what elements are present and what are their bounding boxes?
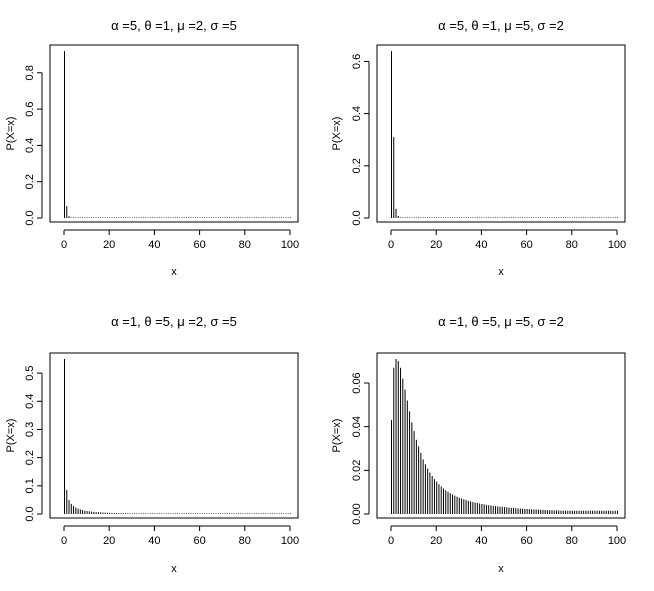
plot-frame	[376, 44, 626, 223]
y-tick-label: 0.8	[24, 65, 36, 80]
y-tick-label: 0.0	[24, 210, 36, 225]
y-tick-label: 0.0	[351, 210, 363, 225]
x-axis-label: x	[171, 266, 177, 278]
data-spikes	[391, 359, 618, 514]
x-tick-label: 20	[103, 535, 115, 547]
x-tick-label: 100	[608, 239, 626, 251]
y-tick-label: 0.2	[24, 174, 36, 189]
x-tick-label: 80	[239, 535, 251, 547]
x-axis-label: x	[498, 563, 504, 575]
x-tick-label: 40	[475, 239, 487, 251]
x-tick-label: 100	[281, 239, 299, 251]
y-tick-label: 0.5	[24, 365, 36, 380]
x-tick-label: 80	[566, 239, 578, 251]
chart-panel-3: α =1, θ =5, μ =2, σ =5 x P(X=x) 0 20 40 60 80 10…	[5, 314, 299, 575]
y-tick-label: 0.1	[24, 478, 36, 493]
x-tick-label: 40	[148, 239, 160, 251]
chart-panel-2: α =5, θ =1, μ =5, σ =2 x P(X=x) 0 20 40 60 80 10…	[331, 18, 626, 278]
chart-panel-4: α =1, θ =5, μ =5, σ =2 x P(X=x) 0 20 40 60 80 10…	[331, 314, 626, 575]
y-tick-label: 0.6	[351, 54, 363, 69]
y-tick-label: 0.3	[24, 422, 36, 437]
y-tick-label: 0.00	[351, 503, 363, 524]
x-axis-label: x	[498, 266, 504, 278]
x-tick-label: 100	[281, 535, 299, 547]
x-tick-label: 80	[239, 239, 251, 251]
x-tick-label: 0	[61, 239, 67, 251]
y-axis-label: P(X=x)	[331, 419, 343, 453]
x-tick-label: 60	[520, 239, 532, 251]
x-tick-label: 40	[148, 535, 160, 547]
chart-panel-1: α =5, θ =1, μ =2, σ =5 x P(X=x) 0 20 40 60 80 10…	[5, 18, 299, 278]
y-axis-label: P(X=x)	[331, 117, 343, 151]
data-spikes	[64, 359, 291, 514]
x-tick-label: 0	[61, 535, 67, 547]
y-tick-label: 0.4	[351, 106, 363, 121]
x-tick-label: 40	[475, 535, 487, 547]
x-axis-label: x	[171, 563, 177, 575]
plot-frame	[49, 44, 299, 223]
x-tick-label: 20	[103, 239, 115, 251]
x-tick-label: 80	[566, 535, 578, 547]
y-tick-label: 0.04	[351, 416, 363, 437]
x-tick-label: 60	[520, 535, 532, 547]
y-axis-label: P(X=x)	[5, 419, 17, 453]
y-tick-label: 0.06	[351, 372, 363, 393]
y-tick-label: 0.0	[24, 506, 36, 521]
data-spikes	[64, 51, 291, 218]
x-tick-label: 20	[430, 239, 442, 251]
chart-title: α =5, θ =1, μ =5, σ =2	[438, 18, 564, 33]
y-tick-label: 0.2	[24, 450, 36, 465]
x-tick-label: 60	[193, 535, 205, 547]
x-tick-label: 100	[608, 535, 626, 547]
x-tick-label: 0	[388, 535, 394, 547]
plot-frame	[376, 352, 626, 519]
chart-title: α =1, θ =5, μ =2, σ =5	[111, 314, 237, 329]
chart-title: α =1, θ =5, μ =5, σ =2	[438, 314, 564, 329]
y-tick-label: 0.4	[24, 138, 36, 153]
y-tick-label: 0.4	[24, 394, 36, 409]
plot-frame	[49, 352, 299, 519]
data-spikes	[391, 51, 618, 218]
x-tick-label: 20	[430, 535, 442, 547]
y-tick-label: 0.2	[351, 158, 363, 173]
x-tick-label: 0	[388, 239, 394, 251]
y-axis-label: P(X=x)	[5, 117, 17, 151]
y-tick-label: 0.6	[24, 101, 36, 116]
chart-title: α =5, θ =1, μ =2, σ =5	[111, 18, 237, 33]
y-tick-label: 0.02	[351, 460, 363, 481]
x-tick-label: 60	[193, 239, 205, 251]
